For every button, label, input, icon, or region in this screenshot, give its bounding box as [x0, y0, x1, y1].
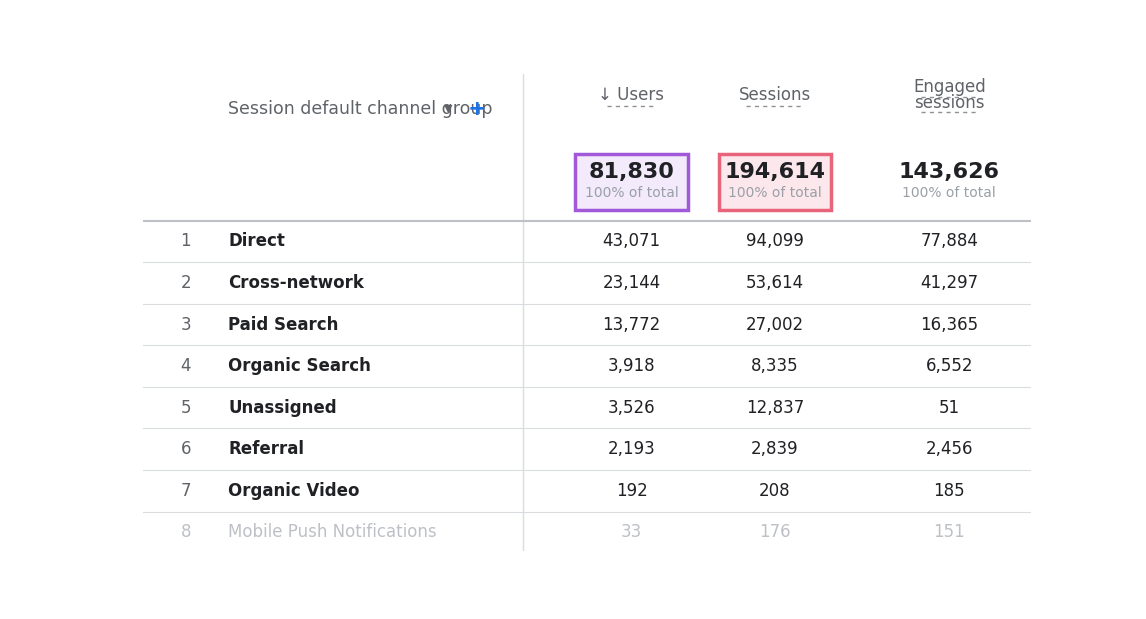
Text: 23,144: 23,144	[603, 274, 660, 292]
Text: 7: 7	[181, 482, 191, 500]
Text: 100% of total: 100% of total	[902, 186, 996, 200]
Text: 43,071: 43,071	[603, 232, 660, 250]
Text: Organic Video: Organic Video	[228, 482, 360, 500]
Text: 53,614: 53,614	[746, 274, 804, 292]
Text: 2,839: 2,839	[751, 440, 799, 458]
Text: 4: 4	[181, 357, 191, 375]
Text: Paid Search: Paid Search	[228, 316, 339, 334]
Text: 192: 192	[615, 482, 647, 500]
Text: 6: 6	[181, 440, 191, 458]
Text: Direct: Direct	[228, 232, 285, 250]
Text: 185: 185	[934, 482, 965, 500]
Text: Referral: Referral	[228, 440, 305, 458]
Text: +: +	[468, 99, 486, 119]
Text: 100% of total: 100% of total	[728, 186, 822, 200]
FancyBboxPatch shape	[575, 154, 688, 210]
Text: 176: 176	[759, 524, 791, 542]
Text: 8,335: 8,335	[751, 357, 799, 375]
Text: 2,193: 2,193	[607, 440, 656, 458]
Text: 94,099: 94,099	[746, 232, 803, 250]
FancyBboxPatch shape	[719, 154, 831, 210]
Text: 143,626: 143,626	[898, 162, 999, 182]
Text: 208: 208	[759, 482, 791, 500]
Text: 6,552: 6,552	[926, 357, 973, 375]
Text: 2,456: 2,456	[926, 440, 973, 458]
Text: 27,002: 27,002	[746, 316, 804, 334]
Text: 33: 33	[621, 524, 642, 542]
Text: 3: 3	[181, 316, 191, 334]
Text: Unassigned: Unassigned	[228, 399, 337, 417]
Text: 81,830: 81,830	[589, 162, 675, 182]
Text: 151: 151	[933, 524, 965, 542]
Text: ↓ Users: ↓ Users	[598, 86, 665, 104]
Text: Engaged: Engaged	[913, 79, 986, 97]
Text: 100% of total: 100% of total	[584, 186, 678, 200]
Text: 41,297: 41,297	[920, 274, 979, 292]
Text: Session default channel group: Session default channel group	[228, 100, 493, 118]
Text: Cross-network: Cross-network	[228, 274, 364, 292]
Text: 8: 8	[181, 524, 191, 542]
Text: 194,614: 194,614	[724, 162, 825, 182]
Text: 77,884: 77,884	[920, 232, 979, 250]
Text: 16,365: 16,365	[920, 316, 979, 334]
Text: sessions: sessions	[915, 93, 984, 112]
Text: 1: 1	[181, 232, 191, 250]
Text: Mobile Push Notifications: Mobile Push Notifications	[228, 524, 437, 542]
Text: 3,526: 3,526	[607, 399, 656, 417]
Text: 12,837: 12,837	[746, 399, 804, 417]
Text: 5: 5	[181, 399, 191, 417]
Text: 13,772: 13,772	[603, 316, 660, 334]
Text: 3,918: 3,918	[607, 357, 656, 375]
Text: Organic Search: Organic Search	[228, 357, 371, 375]
Text: ▼: ▼	[444, 104, 453, 114]
Text: 2: 2	[181, 274, 191, 292]
Text: Sessions: Sessions	[739, 86, 811, 104]
Text: 51: 51	[939, 399, 960, 417]
